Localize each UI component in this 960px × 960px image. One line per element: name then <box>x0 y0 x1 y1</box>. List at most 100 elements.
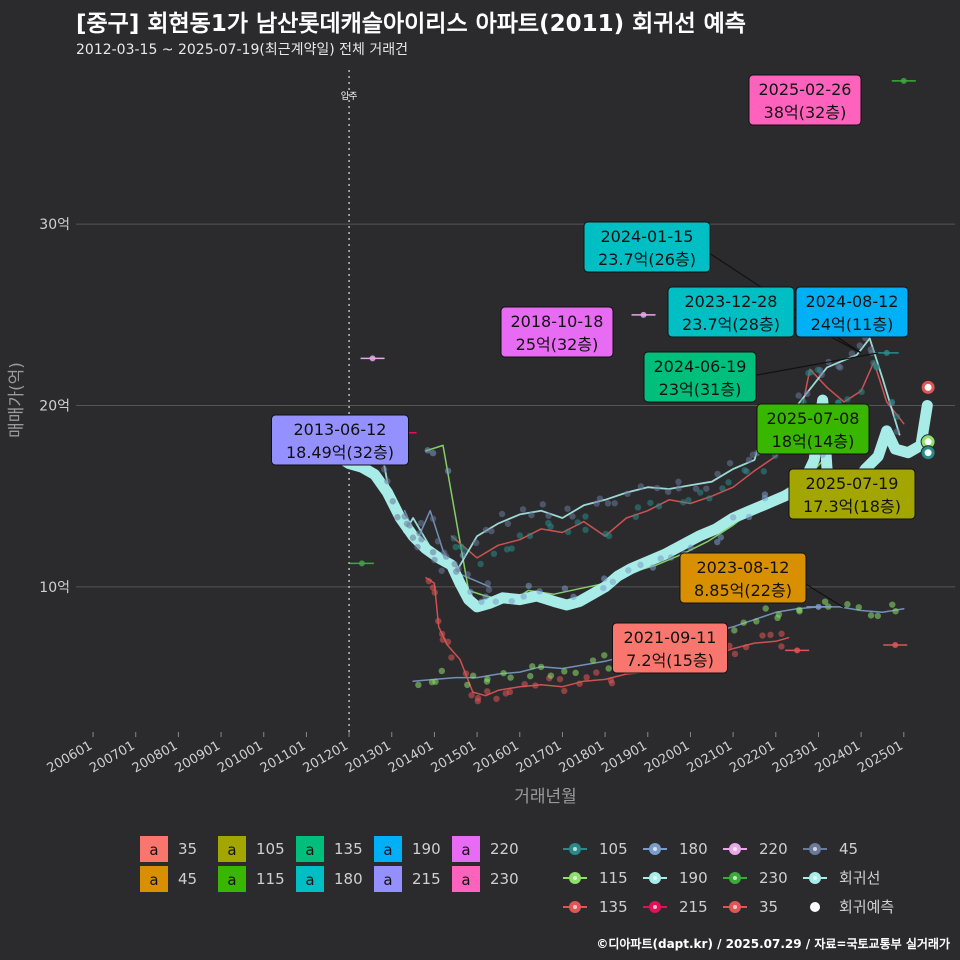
transaction-point <box>647 499 654 507</box>
transaction-point <box>452 543 459 551</box>
transaction-point <box>490 550 498 557</box>
transaction-point <box>814 366 822 373</box>
transaction-point <box>504 520 512 527</box>
transaction-point <box>521 680 528 688</box>
x-axis-title: 거래년월 <box>514 787 577 807</box>
transaction-point <box>625 567 632 574</box>
legend-fill-230: a 230 <box>452 866 519 892</box>
transaction-point <box>609 578 617 586</box>
transaction-point <box>429 584 437 591</box>
transaction-point <box>561 585 569 592</box>
transaction-point <box>453 568 460 575</box>
transaction-point <box>893 428 901 435</box>
transaction-point <box>730 514 737 521</box>
isolated-point <box>892 641 899 648</box>
transaction-point <box>508 545 515 552</box>
legend-swatch-glyph: a <box>383 871 392 889</box>
transaction-point <box>556 675 564 683</box>
x-tick-label: 202201 <box>727 738 777 776</box>
transaction-point <box>493 695 500 702</box>
legend-label: 190 <box>679 869 708 887</box>
transaction-point <box>444 638 452 646</box>
transaction-point <box>632 513 640 520</box>
transaction-point <box>526 532 534 540</box>
isolated-point <box>815 603 822 610</box>
transaction-point <box>409 534 417 541</box>
annotation-value: 18억(14층) <box>772 432 855 451</box>
transaction-point <box>416 529 423 537</box>
legend-swatch-glyph: a <box>149 871 158 889</box>
transaction-point <box>389 498 396 505</box>
transaction-point <box>717 534 725 541</box>
transaction-point <box>464 681 471 689</box>
legend-swatch-glyph: a <box>149 841 158 859</box>
x-tick-label: 201101 <box>258 738 308 776</box>
annotation-label: 2024-08-12 24억(11층) <box>795 286 909 338</box>
legend-layer: a 35 a 45 a 105 a 115 a 135 a 180 a 190 a 215 a 220 a 230 10… <box>140 836 894 916</box>
transaction-point <box>726 459 734 467</box>
transaction-point <box>775 611 783 618</box>
annotation-box <box>612 622 728 674</box>
transaction-point <box>889 601 896 608</box>
legend-label: 35 <box>759 898 778 916</box>
legend-line-220: 220 <box>723 840 788 858</box>
legend-fill-190: a 190 <box>374 836 441 862</box>
transaction-point <box>484 675 491 683</box>
legend-swatch-glyph: a <box>305 841 314 859</box>
x-tick-label: 200801 <box>130 738 180 776</box>
transaction-point <box>570 593 577 600</box>
transaction-point <box>462 670 470 677</box>
transaction-point <box>520 593 527 600</box>
transaction-point <box>508 597 515 605</box>
transaction-point <box>440 549 448 556</box>
transaction-point <box>608 680 616 687</box>
x-tick-label: 200901 <box>173 738 223 776</box>
transaction-point <box>472 539 480 547</box>
transaction-point <box>745 456 753 464</box>
transaction-point <box>837 364 844 371</box>
transaction-point <box>576 680 583 687</box>
transaction-point <box>528 511 535 519</box>
transaction-point <box>539 501 547 508</box>
transaction-point <box>525 582 532 590</box>
transaction-point <box>706 495 713 502</box>
transaction-point <box>653 484 661 492</box>
prediction-marker-core <box>924 383 932 391</box>
transaction-point <box>796 606 803 614</box>
transaction-point <box>536 588 543 595</box>
x-tick-label: 201301 <box>343 738 393 776</box>
transaction-point <box>685 497 692 504</box>
x-tick-label: 201401 <box>386 738 436 776</box>
transaction-point <box>742 643 750 651</box>
annotation-box <box>748 74 862 126</box>
legend-fill-135: a 135 <box>296 836 363 862</box>
isolated-point <box>794 647 801 654</box>
annotation-date: 2025-02-26 <box>759 80 852 99</box>
legend-label: 230 <box>490 870 519 888</box>
x-tick-label: 202401 <box>813 738 863 776</box>
legend-swatch <box>218 866 246 892</box>
transaction-point <box>637 483 645 490</box>
transaction-point <box>464 571 472 578</box>
legend-line-회귀예측: 회귀예측 <box>810 898 894 916</box>
transaction-point <box>600 584 607 592</box>
prediction-marker-core <box>924 449 932 457</box>
annotation-label: 2023-08-12 8.85억(22층) <box>679 552 845 609</box>
transaction-point <box>545 519 552 527</box>
annotation-value: 23억(31층) <box>659 380 742 399</box>
x-tick-label: 201701 <box>514 738 564 776</box>
transaction-point <box>474 697 482 705</box>
transaction-point <box>714 470 721 478</box>
annotation-box <box>788 468 916 520</box>
transaction-point <box>637 561 644 569</box>
transaction-point <box>561 668 568 675</box>
annotation-value: 18.49억(32층) <box>286 443 394 462</box>
transaction-point <box>583 674 590 681</box>
transaction-point <box>778 643 785 650</box>
transaction-point <box>564 505 571 512</box>
legend-swatch <box>296 836 324 862</box>
transaction-point <box>401 513 408 520</box>
transaction-point <box>731 650 739 658</box>
transaction-point <box>761 494 769 502</box>
legend-marker-core <box>653 905 657 909</box>
